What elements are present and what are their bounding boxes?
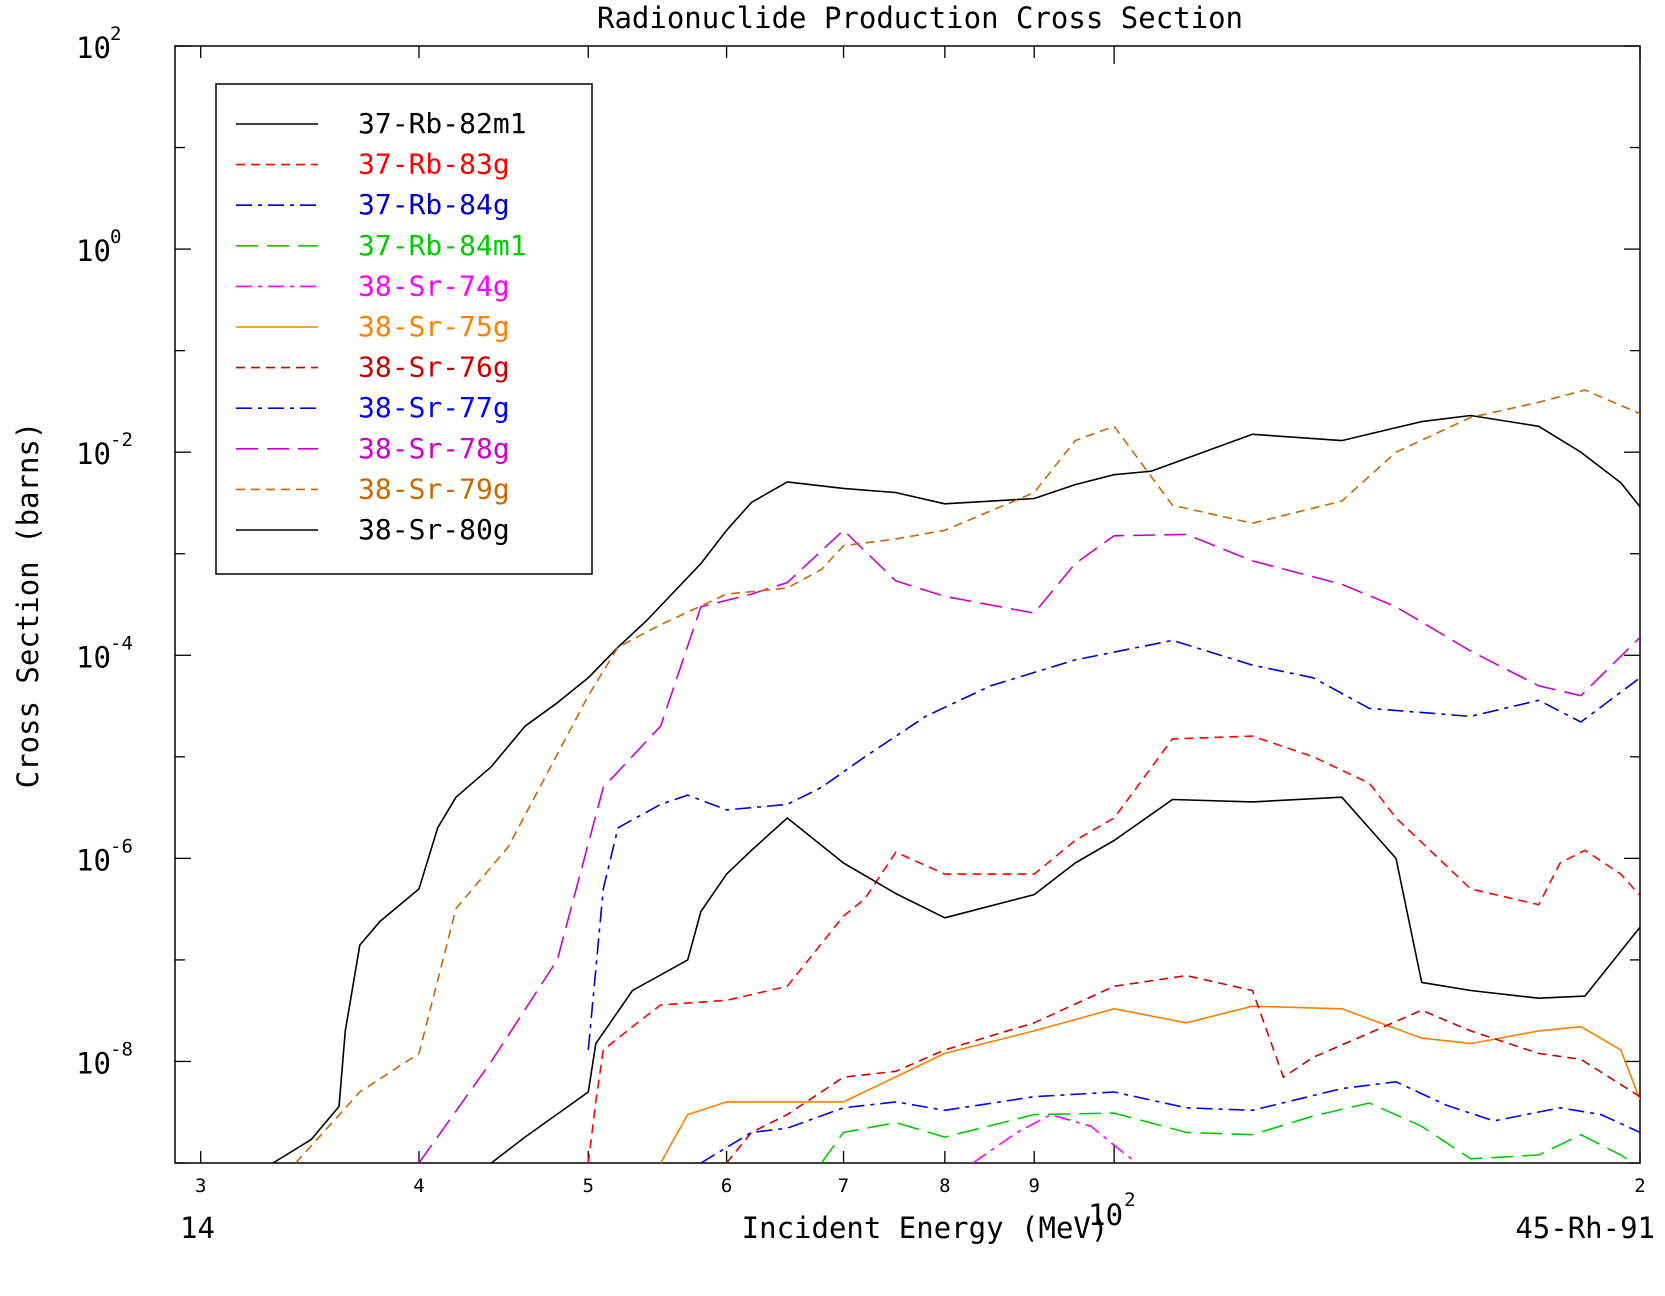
series-line-2 bbox=[587, 639, 1640, 1050]
y-tick-label: 10 bbox=[76, 1046, 111, 1080]
legend-label: 38-Sr-75g bbox=[358, 310, 510, 343]
x-tick-label: 6 bbox=[721, 1175, 732, 1197]
y-tick-exponent: -2 bbox=[110, 429, 133, 451]
legend-label: 38-Sr-78g bbox=[358, 432, 510, 465]
chart-title: Radionuclide Production Cross Section bbox=[597, 1, 1243, 35]
x-axis-title: Incident Energy (MeV) bbox=[742, 1211, 1109, 1245]
x-tick-label: 8 bbox=[939, 1175, 950, 1197]
series-line-5 bbox=[659, 1005, 1640, 1163]
corner-right-label: 45-Rh-91 bbox=[1515, 1211, 1655, 1245]
plot-frame bbox=[174, 45, 1641, 1164]
legend-label: 38-Sr-76g bbox=[358, 351, 510, 384]
x-tick-label: 7 bbox=[838, 1175, 849, 1197]
legend-label: 38-Sr-80g bbox=[358, 513, 510, 546]
tick-labels: 3 4 5 6 7 8 9 210 210 210 010 -210 -410 -610 -8 bbox=[76, 23, 1646, 1232]
y-tick-exponent: -4 bbox=[110, 632, 133, 654]
legend-box bbox=[215, 83, 593, 575]
y-tick-exponent: -6 bbox=[110, 835, 133, 857]
x-tick-label: 5 bbox=[583, 1175, 594, 1197]
legend: 37-Rb-82m1 37-Rb-83g 37-Rb-84g 37-Rb-84m1 38… bbox=[215, 83, 593, 575]
y-tick-exponent: 2 bbox=[110, 23, 121, 45]
y-tick-label: 10 bbox=[76, 437, 111, 471]
y-axis-title: Cross Section (barns) bbox=[11, 422, 45, 789]
y-tick-label: 10 bbox=[76, 640, 111, 674]
x-tick-label: 9 bbox=[1028, 1175, 1039, 1197]
y-tick-exponent: -8 bbox=[110, 1038, 133, 1060]
legend-label: 38-Sr-77g bbox=[358, 391, 510, 424]
y-tick-label: 10 bbox=[76, 234, 111, 268]
legend-label: 37-Rb-84m1 bbox=[358, 229, 527, 262]
x-decade-exponent: 2 bbox=[1124, 1189, 1135, 1211]
y-tick-label: 10 bbox=[76, 843, 111, 877]
series-line-8 bbox=[418, 529, 1640, 1163]
series-layer bbox=[272, 389, 1640, 1163]
series-line-9 bbox=[295, 389, 1640, 1163]
y-tick-label: 10 bbox=[76, 31, 111, 65]
series-line-0 bbox=[272, 414, 1640, 1163]
x-tick-label: 2 bbox=[1634, 1175, 1645, 1197]
legend-label: 37-Rb-82m1 bbox=[358, 107, 527, 140]
series-line-4 bbox=[972, 1113, 1138, 1163]
x-tick-label: 4 bbox=[413, 1175, 424, 1197]
corner-left-label: 14 bbox=[180, 1211, 215, 1245]
axes bbox=[174, 45, 1641, 1164]
legend-label: 37-Rb-83g bbox=[358, 148, 510, 181]
legend-label: 37-Rb-84g bbox=[358, 188, 510, 221]
legend-label: 38-Sr-74g bbox=[358, 269, 510, 302]
x-decade-label: 10 bbox=[1088, 1198, 1123, 1232]
series-line-6 bbox=[725, 974, 1640, 1163]
legend-label: 38-Sr-79g bbox=[358, 472, 510, 505]
series-line-3 bbox=[820, 1102, 1635, 1163]
y-tick-exponent: 0 bbox=[110, 226, 121, 248]
series-line-1 bbox=[587, 735, 1640, 1163]
series-line-10 bbox=[490, 796, 1640, 1163]
x-tick-label: 3 bbox=[195, 1175, 206, 1197]
series-line-7 bbox=[700, 1081, 1640, 1163]
